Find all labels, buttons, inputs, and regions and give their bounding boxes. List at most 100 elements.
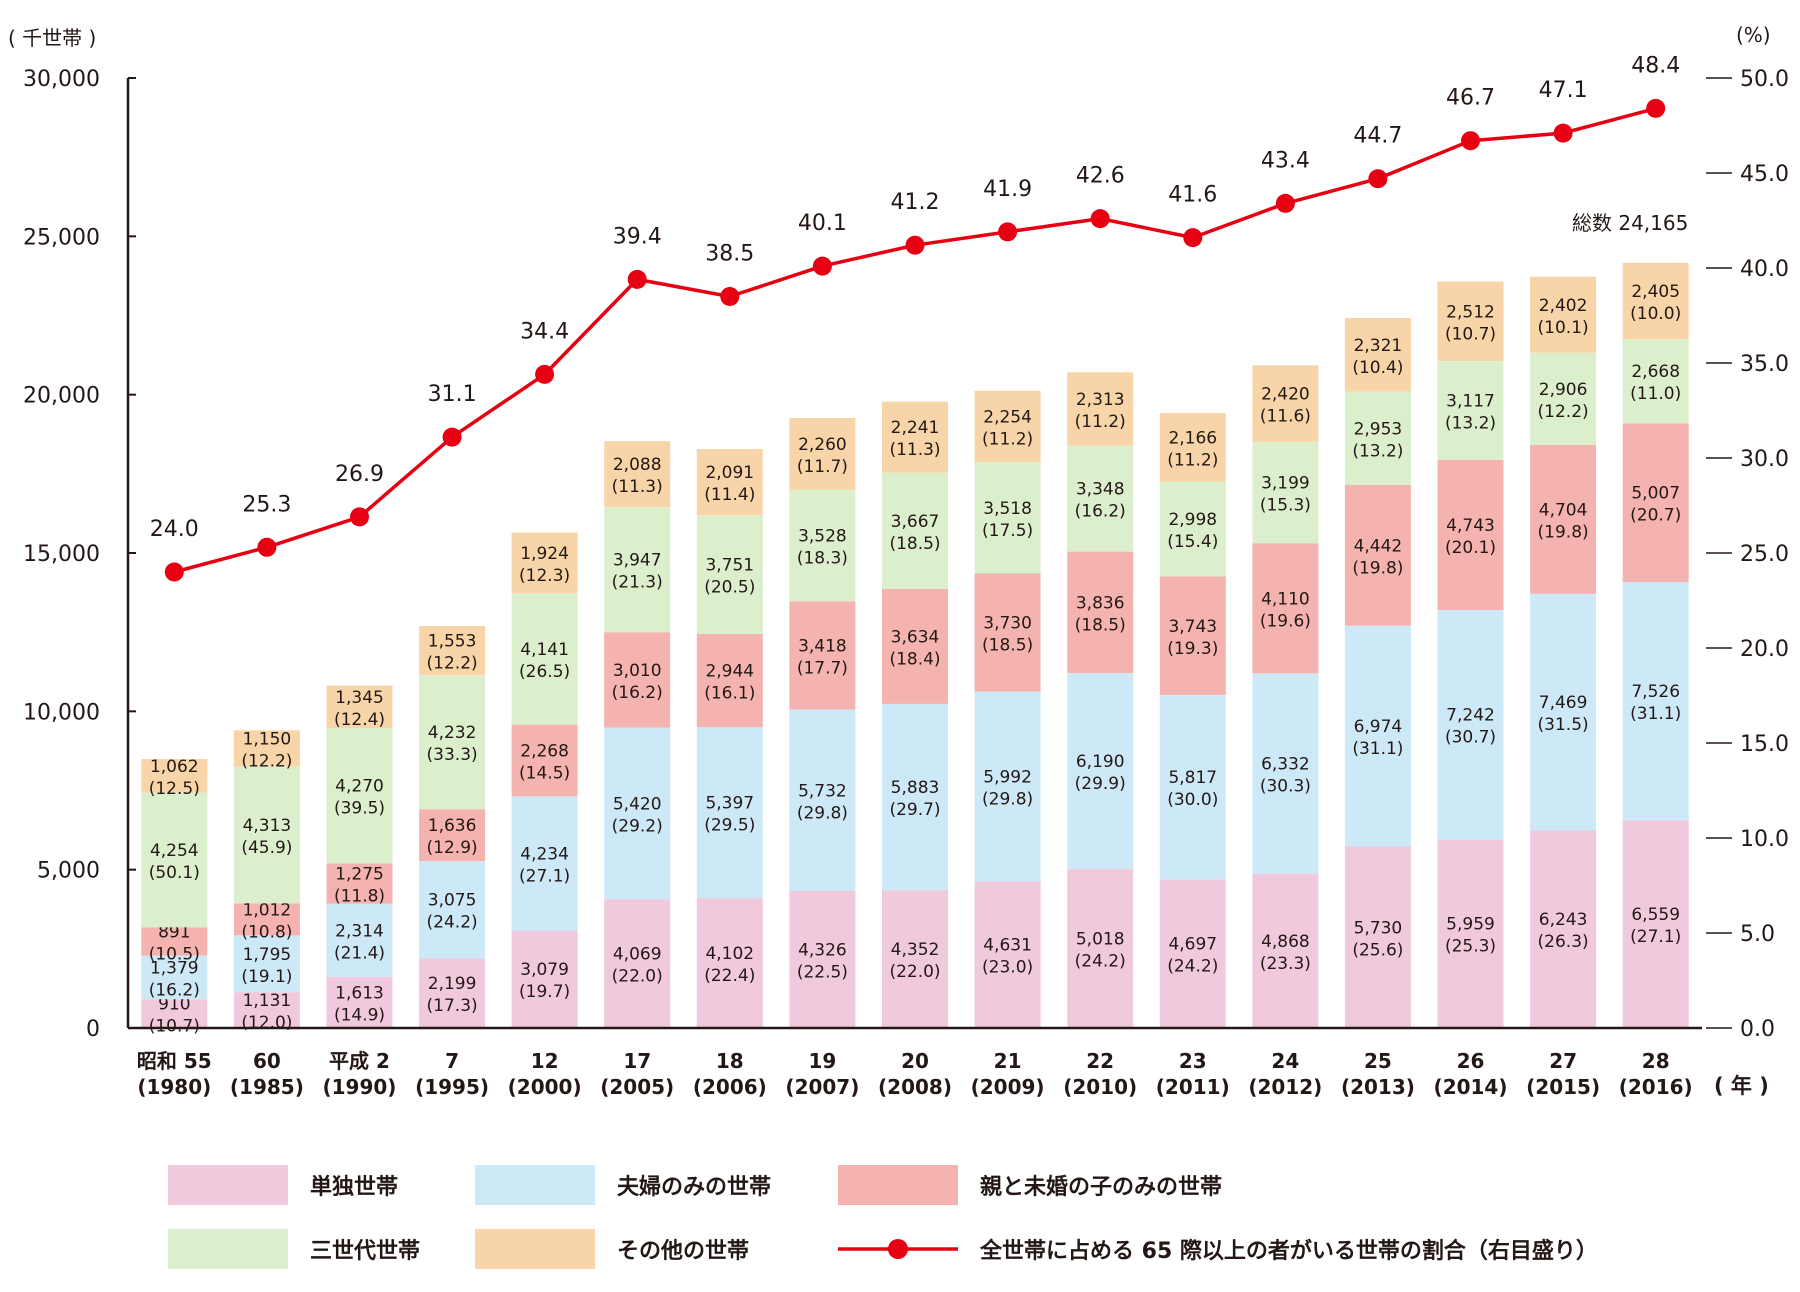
bar-segment [696, 449, 763, 516]
bar-segment [1252, 673, 1319, 874]
bar-value-label: 6,974 [1354, 717, 1403, 737]
bar-segment [1530, 352, 1597, 445]
bar-share-label: (29.2) [612, 816, 663, 836]
bar-share-label: (33.3) [427, 745, 478, 765]
ratio-point [720, 287, 740, 306]
bar-value-label: 6,559 [1631, 905, 1680, 925]
bar-share-label: (29.8) [982, 790, 1033, 810]
bar-share-label: (15.3) [1260, 496, 1311, 516]
bar-segment [419, 809, 486, 861]
bar-value-label: 2,241 [891, 418, 940, 438]
bar-value-label: 3,348 [1076, 480, 1125, 500]
bar-share-label: (12.4) [334, 710, 385, 730]
legend-label: その他の世帯 [617, 1238, 749, 1264]
bar-segment [1252, 365, 1319, 442]
bar-value-label: 3,634 [891, 627, 940, 647]
bar-share-label: (29.5) [704, 816, 755, 836]
bar-segment [789, 418, 856, 490]
x-tick-year: (2005) [600, 1075, 674, 1099]
bar-value-label: 4,254 [150, 841, 199, 861]
bar-share-label: (26.5) [519, 662, 570, 682]
bar-share-label: (50.1) [149, 863, 200, 883]
bar-value-label: 4,704 [1539, 500, 1588, 520]
bar-segment [882, 890, 948, 1028]
ratio-label: 46.7 [1446, 86, 1495, 111]
bar-value-label: 1,795 [243, 945, 292, 965]
bar-segment [141, 999, 208, 1028]
bar-segment [604, 632, 671, 728]
bar-share-label: (18.3) [797, 548, 848, 568]
bar-segment [604, 441, 671, 508]
bar-segment [511, 593, 578, 725]
bar-value-label: 1,150 [243, 730, 292, 750]
bar-segment [141, 955, 208, 1000]
bar-segment [1252, 873, 1319, 1028]
bar-segment [511, 796, 578, 931]
bar-share-label: (19.1) [241, 967, 292, 987]
bar-segment [789, 709, 856, 891]
total-label: 総数 24,165 [1572, 211, 1688, 235]
bar-segment [974, 881, 1041, 1028]
ratio-point [1646, 98, 1666, 118]
bar-value-label: 4,232 [428, 723, 477, 743]
x-tick-year: (2011) [1156, 1075, 1230, 1099]
bar-share-label: (18.5) [982, 636, 1033, 656]
bar-value-label: 3,667 [891, 512, 940, 532]
bar-share-label: (12.9) [427, 838, 478, 858]
bar-share-label: (11.8) [334, 887, 385, 907]
legend-swatch [168, 1229, 288, 1269]
bar-segment [141, 759, 208, 793]
bar-value-label: 1,636 [428, 816, 477, 836]
bar-segment [1530, 830, 1597, 1028]
bar-share-label: (12.2) [427, 654, 478, 674]
x-tick-label: 19 [808, 1049, 836, 1073]
legend-line-label: 全世帯に占める 65 際以上の者がいる世帯の割合（右目盛り） [979, 1238, 1598, 1264]
bar-share-label: (22.0) [612, 967, 663, 987]
bar-share-label: (19.7) [519, 982, 570, 1002]
bar-share-label: (19.8) [1538, 522, 1589, 542]
bar-share-label: (11.3) [612, 477, 663, 497]
ratio-label: 24.0 [150, 517, 199, 542]
bar-segment [326, 976, 393, 1028]
bar-segment [1159, 695, 1226, 880]
ratio-label: 26.9 [335, 462, 384, 487]
bar-share-label: (10.4) [1352, 358, 1403, 378]
bar-share-label: (18.5) [1075, 615, 1126, 635]
bar-share-label: (10.7) [1445, 324, 1496, 344]
x-tick-year: (1980) [137, 1075, 211, 1099]
bar-share-label: (23.0) [982, 958, 1033, 978]
ratio-point [1553, 123, 1573, 143]
x-tick-label: 20 [901, 1049, 929, 1073]
ratio-point [164, 562, 184, 582]
bar-share-label: (11.7) [797, 457, 848, 477]
x-tick-year: (2000) [508, 1075, 582, 1099]
y-tick-label: 25,000 [23, 225, 100, 250]
axes-group: 0 5,000 10,000 15,000 20,000 25,000 30,000 0.0 5… [23, 67, 1789, 1099]
legend-swatch [475, 1165, 595, 1205]
ratio-point [535, 364, 555, 384]
ratio-point [998, 222, 1018, 242]
bar-share-label: (19.8) [1352, 558, 1403, 578]
bar-share-label: (14.5) [519, 764, 570, 784]
bar-share-label: (11.6) [1260, 407, 1311, 427]
y-tick-label: 10,000 [23, 700, 100, 725]
bar-share-label: (31.1) [1630, 704, 1681, 724]
bar-share-label: (21.3) [612, 573, 663, 593]
bar-segment [326, 728, 393, 864]
bar-segment [326, 903, 393, 977]
bar-segment [1344, 846, 1411, 1028]
legend-swatch [838, 1165, 958, 1205]
bar-value-label: 4,234 [520, 845, 569, 865]
bar-segment [1437, 610, 1504, 840]
bar-value-label: 5,018 [1076, 930, 1125, 950]
bar-share-label: (17.5) [982, 521, 1033, 541]
bar-share-label: (10.5) [149, 944, 200, 964]
bar-segment [882, 588, 948, 704]
bar-share-label: (12.0) [241, 1013, 292, 1033]
bar-value-label: 4,313 [243, 816, 292, 836]
bar-segment [696, 515, 763, 634]
bar-segment [1067, 445, 1134, 552]
y2-tick-label: 0.0 [1740, 1017, 1775, 1042]
x-tick-label: 25 [1364, 1049, 1392, 1073]
bar-value-label: 1,553 [428, 632, 477, 652]
